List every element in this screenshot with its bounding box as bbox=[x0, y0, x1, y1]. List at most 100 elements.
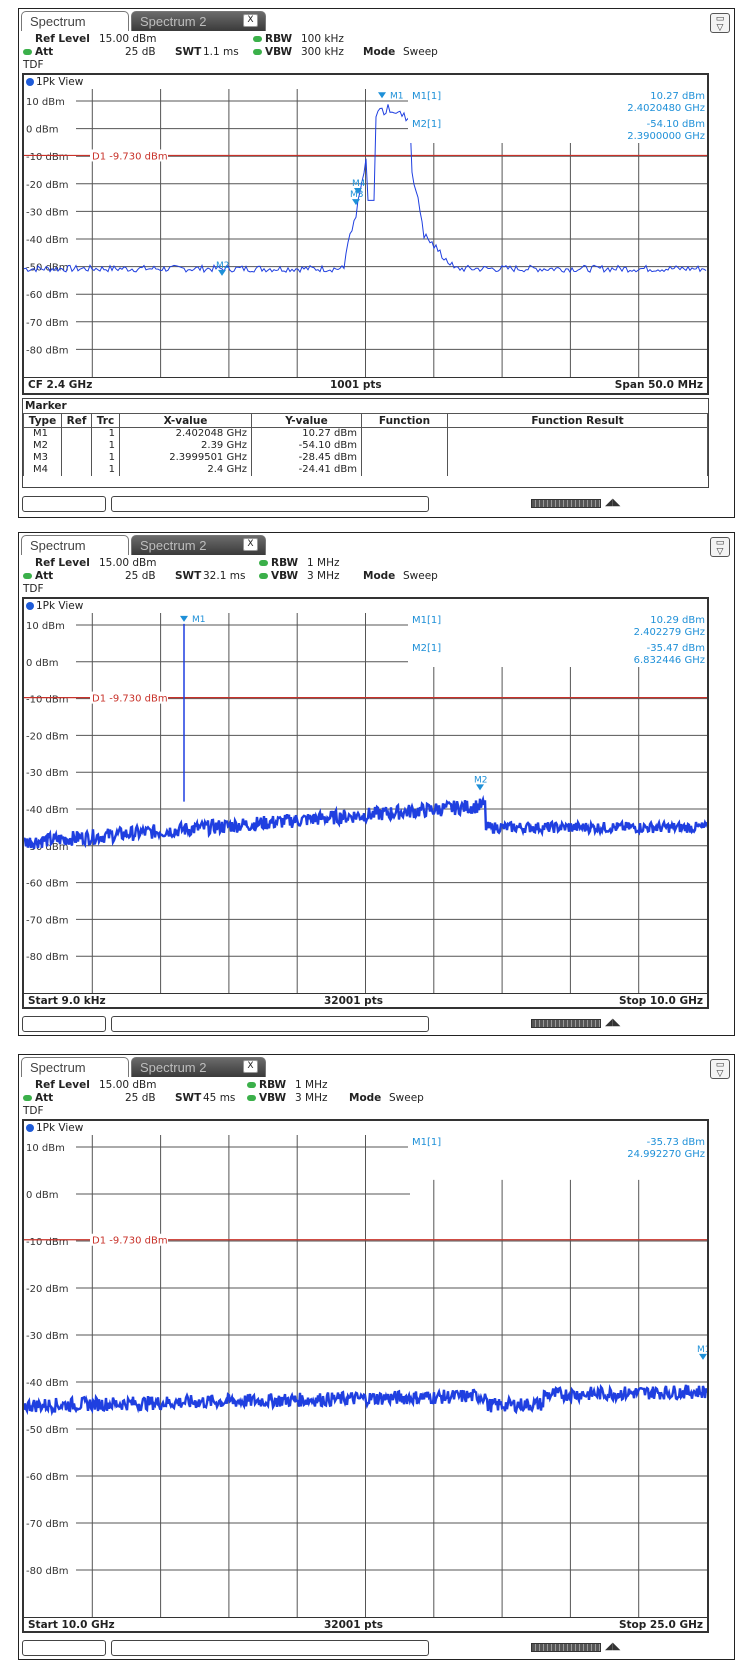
marker-label: M3 bbox=[350, 190, 364, 200]
tab-bar: Spectrum Spectrum 2 X ▭ ▽ bbox=[19, 9, 735, 33]
rbw-label-wrap: RBW bbox=[247, 1079, 286, 1091]
tab-bar: Spectrum Spectrum 2 X ▭ ▽ bbox=[19, 533, 735, 557]
y-tick-label: -20 dBm bbox=[26, 731, 68, 742]
tdf-label: TDF bbox=[23, 583, 44, 595]
vbw-label-wrap: VBW bbox=[259, 570, 298, 582]
spectrum-plot[interactable]: 10 dBm 0 dBm -10 dBm -20 dBm -30 dBm -40 dBm -… bbox=[24, 89, 707, 377]
readout-frequency: 2.3900000 GHz bbox=[627, 131, 705, 142]
tab-spectrum[interactable]: Spectrum bbox=[21, 535, 129, 555]
cell: 1 bbox=[91, 439, 120, 452]
table-row[interactable]: M3 1 2.3999501 GHz -28.45 dBm bbox=[23, 451, 708, 464]
status-bar: ◢◣ bbox=[19, 1637, 735, 1659]
tick-label-bg bbox=[24, 728, 72, 742]
vbw-value: 3 MHz bbox=[295, 1092, 328, 1104]
vbw-value: 3 MHz bbox=[307, 570, 340, 582]
cell: 1 bbox=[91, 427, 120, 440]
readout-value: -54.10 dBm bbox=[647, 119, 705, 130]
stop-frequency: Stop 25.0 GHz bbox=[618, 1619, 703, 1631]
display-line-label-bg bbox=[90, 1233, 168, 1246]
point-count: 32001 pts bbox=[324, 1619, 383, 1631]
rbw-label-wrap: RBW bbox=[253, 33, 292, 45]
spectrum-trace bbox=[24, 1383, 707, 1417]
view-label: 1Pk View bbox=[24, 599, 83, 613]
col-function-result: Function Result bbox=[447, 413, 708, 428]
menu-icon[interactable]: ▭ ▽ bbox=[710, 1059, 730, 1079]
status-dot-icon bbox=[23, 1095, 32, 1101]
menu-icon[interactable]: ▭ ▽ bbox=[710, 13, 730, 33]
trace-dot-icon bbox=[26, 602, 34, 610]
ref-level-label: Ref Level bbox=[35, 33, 90, 45]
tick-label-bg bbox=[24, 1234, 72, 1247]
marker-label: M2 bbox=[216, 261, 230, 271]
y-tick-label: -30 dBm bbox=[26, 1331, 68, 1342]
tick-label-bg bbox=[24, 94, 72, 107]
status-field-1[interactable] bbox=[22, 1016, 106, 1032]
mode-label: Mode bbox=[349, 1092, 382, 1104]
readout-label: M1[1] bbox=[412, 1137, 441, 1148]
trace-view: 1Pk View 10 dBm 0 dBm -10 dBm -20 dBm -30 dB… bbox=[22, 73, 709, 395]
table-row[interactable]: M1 1 2.402048 GHz 10.27 dBm bbox=[23, 427, 708, 440]
col-trc: Trc bbox=[91, 413, 120, 428]
rbw-label-wrap: RBW bbox=[259, 557, 298, 569]
readout-label: M2[1] bbox=[412, 643, 441, 654]
marker-label: M1 bbox=[697, 1345, 707, 1355]
y-tick-label: -40 dBm bbox=[26, 1378, 68, 1389]
att-value: 25 dB bbox=[125, 570, 156, 582]
marker-triangle-icon bbox=[218, 269, 226, 276]
readout-frequency: 6.832446 GHz bbox=[634, 655, 705, 666]
tick-label-bg bbox=[24, 176, 72, 190]
swt-label: SWT bbox=[175, 570, 202, 582]
table-row[interactable]: M2 1 2.39 GHz -54.10 dBm bbox=[23, 439, 708, 452]
y-tick-label: -10 dBm bbox=[26, 152, 68, 163]
tick-label-bg bbox=[24, 1422, 72, 1435]
spectrum-plot[interactable]: 10 dBm 0 dBm -10 dBm -20 dBm -30 dBm -40 dBm -… bbox=[24, 613, 707, 993]
readout-frequency: 2.402279 GHz bbox=[634, 627, 705, 638]
y-tick-label: -40 dBm bbox=[26, 805, 68, 816]
att-value: 25 dB bbox=[125, 46, 156, 58]
cell bbox=[61, 463, 92, 476]
cell bbox=[447, 463, 708, 476]
tab-spectrum[interactable]: Spectrum bbox=[21, 1057, 129, 1077]
status-field-2[interactable] bbox=[111, 1640, 429, 1656]
tick-label-bg bbox=[24, 949, 72, 963]
tick-label-bg bbox=[24, 1328, 72, 1341]
swt-label: SWT bbox=[175, 46, 202, 58]
rbw-value: 1 MHz bbox=[307, 557, 340, 569]
y-tick-label: -70 dBm bbox=[26, 915, 68, 926]
cell: 1 bbox=[91, 451, 120, 464]
measurement-params: Ref Level 15.00 dBm Att 25 dB SWT 45 ms … bbox=[19, 1077, 735, 1119]
cell bbox=[447, 451, 708, 464]
tab-spectrum[interactable]: Spectrum bbox=[21, 11, 129, 31]
cell: -24.41 dBm bbox=[251, 463, 362, 476]
cell: M2 bbox=[23, 439, 62, 452]
status-field-1[interactable] bbox=[22, 496, 106, 512]
tab-spectrum-2[interactable]: Spectrum 2 bbox=[131, 535, 266, 555]
cell bbox=[447, 427, 708, 440]
status-field-2[interactable] bbox=[111, 1016, 429, 1032]
status-bar: ◢◣ bbox=[19, 493, 735, 515]
status-field-1[interactable] bbox=[22, 1640, 106, 1656]
tick-label-bg bbox=[24, 1516, 72, 1529]
cell: -54.10 dBm bbox=[251, 439, 362, 452]
tick-label-bg bbox=[24, 912, 72, 926]
spectrum-plot[interactable]: 10 dBm 0 dBm -10 dBm -20 dBm -30 dBm -40 dBm -… bbox=[24, 1135, 707, 1617]
trace-view: 1Pk View 10 dBm 0 dBm -10 dBm -20 dBm -30 dB… bbox=[22, 1119, 709, 1633]
close-tab-button[interactable]: X bbox=[243, 1060, 258, 1073]
cell: 1 bbox=[91, 463, 120, 476]
rbw-value: 100 kHz bbox=[301, 33, 344, 45]
y-tick-label: 0 dBm bbox=[26, 125, 59, 136]
marker-table-grid: Type Ref Trc X-value Y-value Function Fu… bbox=[23, 413, 708, 476]
close-tab-button[interactable]: X bbox=[243, 14, 258, 27]
menu-icon[interactable]: ▭ ▽ bbox=[710, 537, 730, 557]
tick-label-bg bbox=[24, 1563, 72, 1576]
table-row[interactable]: M4 1 2.4 GHz -24.41 dBm bbox=[23, 463, 708, 476]
tick-label-bg bbox=[24, 618, 72, 631]
status-field-2[interactable] bbox=[111, 496, 429, 512]
cell: 2.39 GHz bbox=[119, 439, 252, 452]
tab-spectrum-2[interactable]: Spectrum 2 bbox=[131, 1057, 266, 1077]
col-ref: Ref bbox=[61, 413, 92, 428]
tab-spectrum-2[interactable]: Spectrum 2 bbox=[131, 11, 266, 31]
cell bbox=[61, 451, 92, 464]
y-tick-label: -60 dBm bbox=[26, 290, 68, 301]
close-tab-button[interactable]: X bbox=[243, 538, 258, 551]
